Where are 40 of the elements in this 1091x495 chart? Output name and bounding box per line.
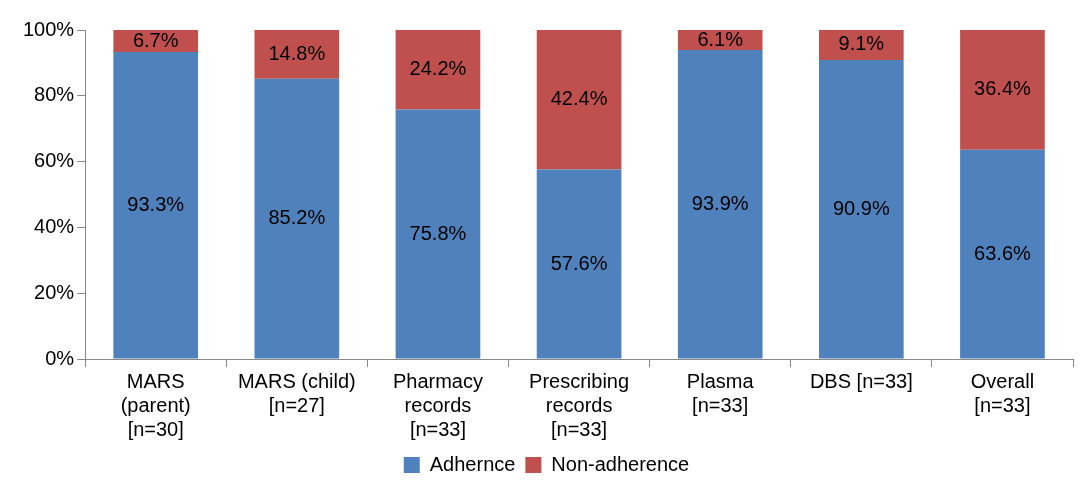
data-label: 36.4% [974,77,1032,100]
y-tick-label: 80% [34,83,75,106]
x-tick-label: DBS [n=33] [809,369,913,392]
data-label: 9.1% [838,32,885,55]
data-label: 63.6% [974,241,1032,264]
bar [113,52,199,359]
y-tick-label: 20% [34,280,75,303]
x-tick-label: Overall [n=33] [970,369,1035,416]
legend-label: Non-adherence [551,452,690,475]
bar [395,109,481,359]
bar [395,30,481,110]
x-tick-label: MARS (parent) [n=30] [120,369,191,440]
data-label: 42.4% [550,87,608,110]
y-tick-label: 100% [23,17,75,40]
legend-label: Adhernce [429,452,516,475]
x-tick-label: Pharmacy records [n=33] [392,369,483,440]
bar [254,78,340,359]
bar [960,30,1045,150]
data-label: 6.7% [132,28,179,51]
data-label: 75.8% [409,221,467,244]
data-label: 57.6% [550,251,608,274]
data-label: 85.2% [268,206,326,229]
data-label: 14.8% [268,41,326,64]
bar [960,149,1045,359]
data-label: 6.1% [697,27,744,50]
data-label: 93.3% [127,192,185,215]
y-tick-label: 60% [34,149,75,172]
data-label: 24.2% [409,57,467,80]
bar [818,59,904,359]
bar [536,30,622,170]
x-tick-label: Prescribing records [n=33] [529,369,630,440]
bar [536,169,622,359]
x-tick-label: MARS (child) [n=27] [237,369,356,416]
bar [677,50,763,359]
y-tick-label: 40% [34,214,75,237]
x-tick-label: Plasma [n=33] [686,369,755,416]
bar [254,30,340,79]
data-label: 93.9% [691,191,749,214]
data-label: 90.9% [832,196,890,219]
y-tick-label: 0% [45,346,75,369]
